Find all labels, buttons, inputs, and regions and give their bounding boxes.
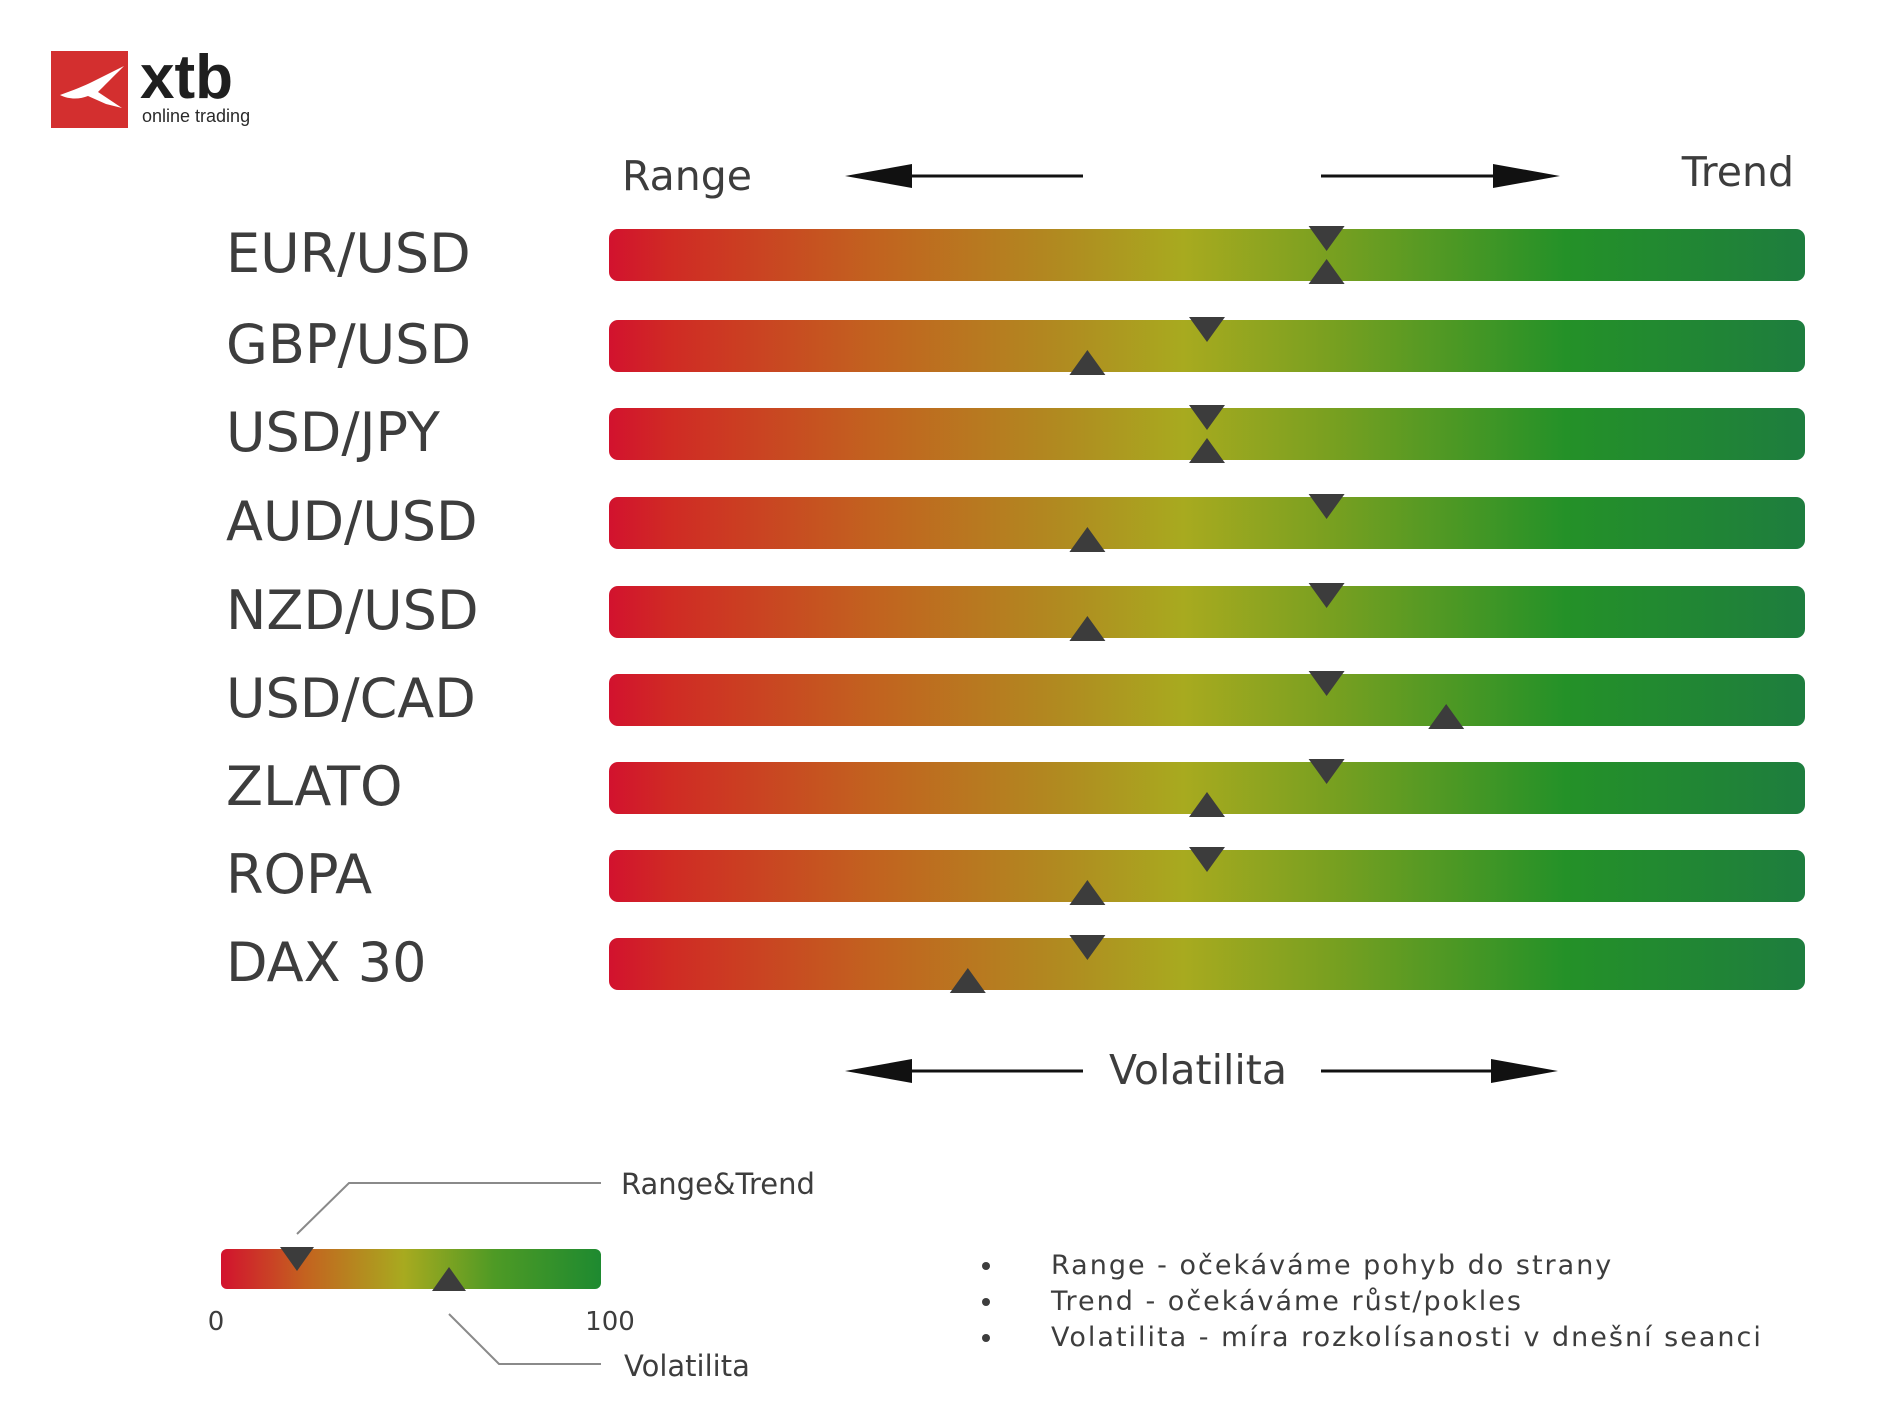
instrument-label: USD/JPY xyxy=(226,401,441,464)
instrument-row: DAX 30 xyxy=(226,931,1805,994)
gauge-bar xyxy=(609,586,1805,638)
instrument-row: AUD/USD xyxy=(226,490,1805,553)
volatility-marker xyxy=(1428,704,1465,729)
instrument-row: ROPA xyxy=(226,843,1805,906)
gauge-bar xyxy=(609,320,1805,372)
trend-arrow xyxy=(1321,164,1560,188)
note-trend: Trend - očekáváme růst/pokles xyxy=(1050,1286,1523,1317)
legend-volatility-marker xyxy=(432,1267,466,1291)
instrument-row: ZLATO xyxy=(226,755,1805,818)
volatility-marker xyxy=(949,968,986,993)
volatility-marker xyxy=(1308,259,1345,284)
legend-max-label: 100 xyxy=(585,1307,635,1337)
legend-range-trend-leader xyxy=(296,1182,601,1235)
instrument-label: ROPA xyxy=(226,843,372,906)
volatility-marker xyxy=(1189,792,1225,817)
instrument-label: USD/CAD xyxy=(226,667,476,730)
gauge-bar xyxy=(609,408,1805,460)
gauge-bar xyxy=(609,497,1805,549)
volatility-marker xyxy=(1069,350,1106,375)
gauge-bar xyxy=(609,229,1805,281)
instrument-row: USD/JPY xyxy=(226,401,1805,464)
range-trend-marker xyxy=(1189,405,1225,430)
gauge-bar xyxy=(609,762,1805,814)
range-label: Range xyxy=(622,152,752,200)
legend-min-label: 0 xyxy=(208,1307,225,1337)
volatility-right-arrow xyxy=(1321,1059,1558,1083)
instrument-label: ZLATO xyxy=(226,755,403,818)
gauge-bar xyxy=(609,674,1805,726)
note-range: Range - očekáváme pohyb do strany xyxy=(1051,1250,1613,1281)
bullet-dot xyxy=(982,1262,990,1270)
volatility-marker xyxy=(1069,527,1106,552)
legend: Range&Trend Volatilita 0 100 xyxy=(208,1167,815,1383)
range-trend-marker xyxy=(1069,935,1106,960)
range-trend-marker xyxy=(1308,583,1345,608)
notes-list: Range - očekáváme pohyb do strany Trend … xyxy=(982,1250,1763,1353)
legend-range-trend-marker xyxy=(280,1247,314,1271)
logo-wordmark: xtb xyxy=(140,43,233,112)
instrument-row: USD/CAD xyxy=(226,667,1805,730)
gauge-bar xyxy=(609,850,1805,902)
xtb-x-icon-mark xyxy=(60,66,124,108)
range-arrow xyxy=(845,164,1083,188)
logo-tagline: online trading xyxy=(142,106,250,126)
trend-label: Trend xyxy=(1681,148,1794,196)
note-volatility: Volatilita - míra rozkolísanosti v dnešn… xyxy=(1051,1322,1763,1353)
legend-range-trend-label: Range&Trend xyxy=(621,1167,815,1201)
volatility-left-arrow xyxy=(845,1059,1083,1083)
volatility-marker xyxy=(1189,438,1225,463)
instrument-label: NZD/USD xyxy=(226,579,479,642)
instrument-row: EUR/USD xyxy=(226,222,1805,285)
instrument-label: EUR/USD xyxy=(226,222,471,285)
legend-volatility-leader xyxy=(448,1313,601,1365)
volatility-axis-label: Volatilita xyxy=(1109,1046,1287,1094)
range-trend-marker xyxy=(1308,226,1345,251)
range-trend-marker xyxy=(1308,671,1345,696)
instrument-rows: EUR/USD GBP/USD USD/JPY AUD/USD NZD/USD USD/C… xyxy=(226,222,1805,994)
volatility-marker xyxy=(1069,880,1106,905)
instrument-row: GBP/USD xyxy=(226,313,1805,376)
range-trend-marker xyxy=(1308,494,1345,519)
range-trend-marker xyxy=(1189,317,1225,342)
bullet-dot xyxy=(982,1298,990,1306)
instrument-label: AUD/USD xyxy=(226,490,478,553)
instrument-label: GBP/USD xyxy=(226,313,471,376)
instrument-label: DAX 30 xyxy=(226,931,426,994)
gauge-bar xyxy=(609,938,1805,990)
logo: xtb online trading xyxy=(51,43,250,128)
volatility-marker xyxy=(1069,616,1106,641)
range-trend-marker xyxy=(1308,759,1345,784)
range-trend-marker xyxy=(1189,847,1225,872)
legend-volatility-label: Volatilita xyxy=(624,1349,750,1383)
bullet-dot xyxy=(982,1334,990,1342)
legend-bar xyxy=(221,1249,601,1289)
instrument-row: NZD/USD xyxy=(226,579,1805,642)
